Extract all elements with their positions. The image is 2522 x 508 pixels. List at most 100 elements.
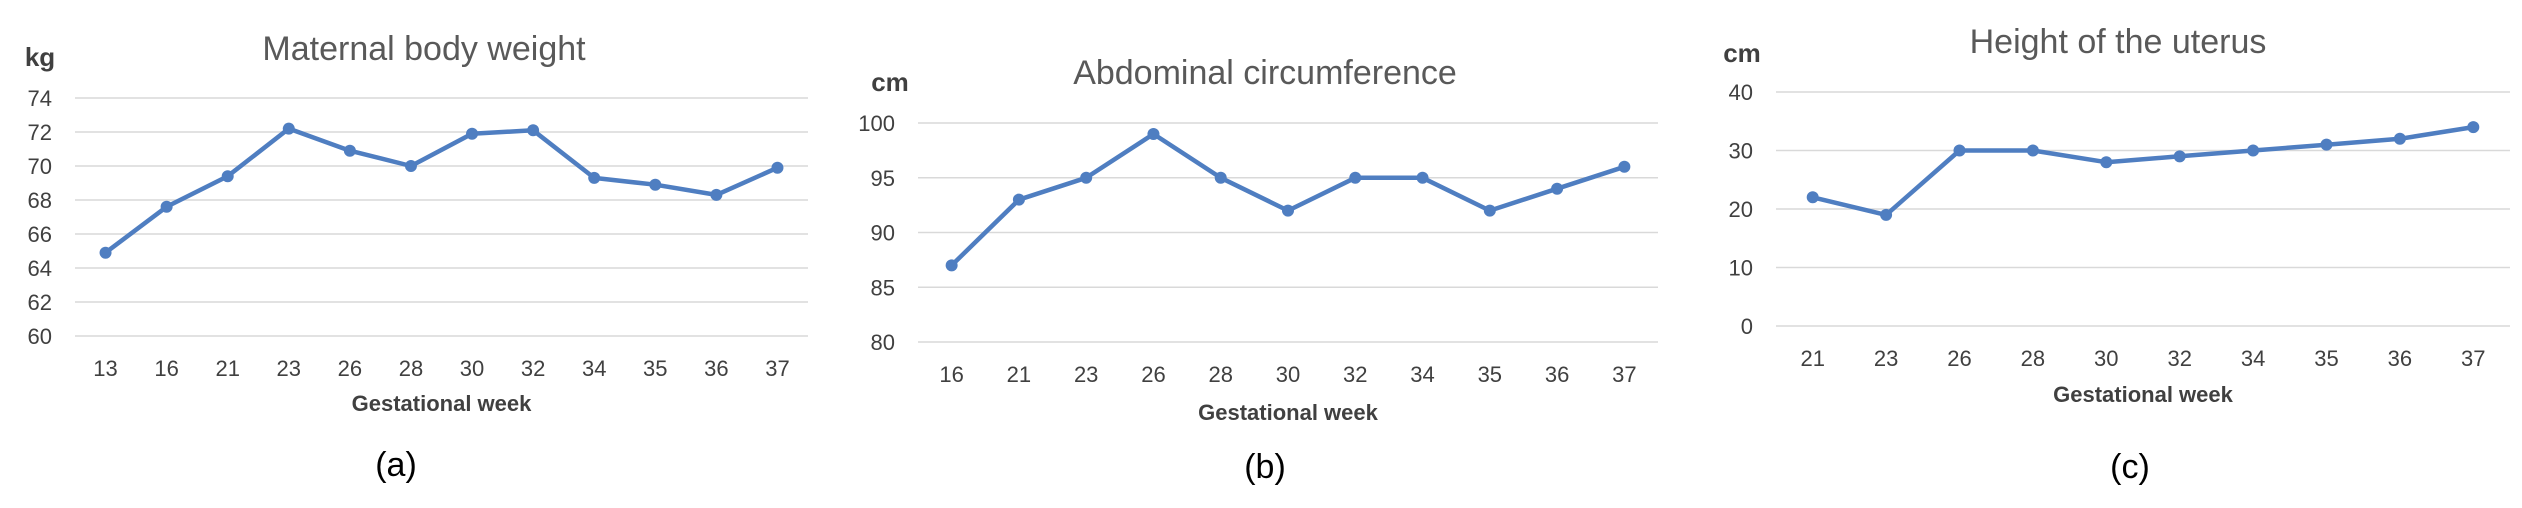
series-line [103, 126, 780, 255]
data-point [2320, 138, 2333, 151]
x-tick-label: 32 [2167, 346, 2191, 371]
x-tick-label: 34 [1410, 362, 1434, 387]
x-tick-label: 35 [1478, 362, 1502, 387]
x-tick-label: 34 [582, 356, 606, 381]
figure-caption: (c) [2110, 448, 2150, 486]
x-tick-label: 26 [1141, 362, 1165, 387]
data-point [1880, 208, 1893, 221]
x-tick-label: 26 [338, 356, 362, 381]
figure-caption: (a) [375, 446, 417, 484]
data-point [1214, 171, 1227, 184]
x-tick-label: 37 [2461, 346, 2485, 371]
x-tick-label: 28 [1208, 362, 1232, 387]
data-point [2247, 144, 2260, 157]
data-point [1618, 160, 1631, 173]
y-tick-label: 74 [28, 86, 52, 111]
x-tick-label: 34 [2241, 346, 2265, 371]
data-point [945, 259, 958, 272]
data-point [2173, 150, 2186, 163]
data-point [649, 178, 662, 191]
x-tick-label: 23 [277, 356, 301, 381]
data-point [2026, 144, 2039, 157]
y-tick-label: 72 [28, 120, 52, 145]
x-tick-label: 32 [521, 356, 545, 381]
data-point [1551, 182, 1564, 195]
data-point [771, 161, 784, 174]
data-point [1012, 193, 1025, 206]
y-axis-unit-label: kg [25, 42, 55, 72]
x-tick-label: 37 [765, 356, 789, 381]
series-line [949, 131, 1627, 268]
data-point [343, 144, 356, 157]
data-point [710, 188, 723, 201]
y-tick-label: 85 [871, 275, 895, 300]
x-tick-label: 23 [1874, 346, 1898, 371]
y-tick-label: 62 [28, 290, 52, 315]
y-tick-label: 40 [1729, 80, 1753, 105]
y-axis-unit-label: cm [871, 67, 909, 97]
data-point [1953, 144, 1966, 157]
data-point [404, 160, 417, 172]
data-point [2393, 132, 2406, 145]
x-tick-label: 21 [215, 356, 239, 381]
data-point [1806, 191, 1819, 204]
y-tick-label: 64 [28, 256, 52, 281]
x-tick-label: 36 [704, 356, 728, 381]
data-point [99, 246, 112, 259]
x-tick-label: 36 [2388, 346, 2412, 371]
y-tick-label: 60 [28, 324, 52, 349]
data-point [1349, 171, 1362, 184]
series-line [1810, 124, 2476, 218]
data-point [2100, 156, 2113, 169]
data-point [1147, 127, 1160, 140]
chart-2: Height of the uterus cm 0 10 20 30 40 21 23 26 28 3… [1723, 23, 2510, 486]
y-tick-label: 90 [871, 221, 895, 246]
chart-title: Height of the uterus [1970, 23, 2267, 61]
y-tick-label: 20 [1729, 197, 1753, 222]
x-tick-label: 21 [1800, 346, 1824, 371]
y-axis-unit-label: cm [1723, 38, 1761, 68]
chart-title: Maternal body weight [262, 30, 586, 68]
data-point [527, 124, 540, 137]
x-tick-label: 23 [1074, 362, 1098, 387]
data-point [221, 170, 234, 183]
y-tick-label: 100 [858, 111, 895, 136]
x-tick-label: 28 [2021, 346, 2045, 371]
x-tick-label: 28 [399, 356, 423, 381]
data-point [1416, 171, 1429, 184]
x-axis-title: Gestational week [352, 391, 533, 416]
y-tick-label: 0 [1741, 314, 1753, 339]
x-tick-label: 16 [154, 356, 178, 381]
y-tick-label: 66 [28, 222, 52, 247]
y-tick-label: 80 [871, 330, 895, 355]
y-tick-label: 30 [1729, 139, 1753, 164]
data-point [160, 200, 173, 213]
chart-0: Maternal body weight kg 60 62 64 66 68 70 72 74 13… [25, 30, 808, 484]
y-tick-label: 68 [28, 188, 52, 213]
x-axis-title: Gestational week [1198, 400, 1379, 425]
x-tick-label: 26 [1947, 346, 1971, 371]
data-point [1080, 171, 1093, 184]
x-tick-label: 21 [1007, 362, 1031, 387]
figure-caption: (b) [1244, 448, 1286, 486]
x-tick-label: 30 [2094, 346, 2118, 371]
x-tick-label: 37 [1612, 362, 1636, 387]
data-point [1483, 204, 1496, 217]
x-tick-label: 13 [93, 356, 117, 381]
x-tick-label: 35 [643, 356, 667, 381]
chart-1: Abdominal circumference cm 80 85 90 95 100 16 21… [858, 54, 1658, 486]
data-point [588, 171, 601, 184]
data-point [282, 122, 295, 135]
data-point [466, 127, 479, 140]
x-tick-label: 16 [939, 362, 963, 387]
chart-title: Abdominal circumference [1073, 54, 1457, 92]
y-tick-label: 95 [871, 166, 895, 191]
x-tick-label: 30 [1276, 362, 1300, 387]
x-tick-label: 30 [460, 356, 484, 381]
x-axis-title: Gestational week [2053, 382, 2234, 407]
x-tick-label: 35 [2314, 346, 2338, 371]
data-point [2467, 121, 2480, 134]
x-tick-label: 32 [1343, 362, 1367, 387]
